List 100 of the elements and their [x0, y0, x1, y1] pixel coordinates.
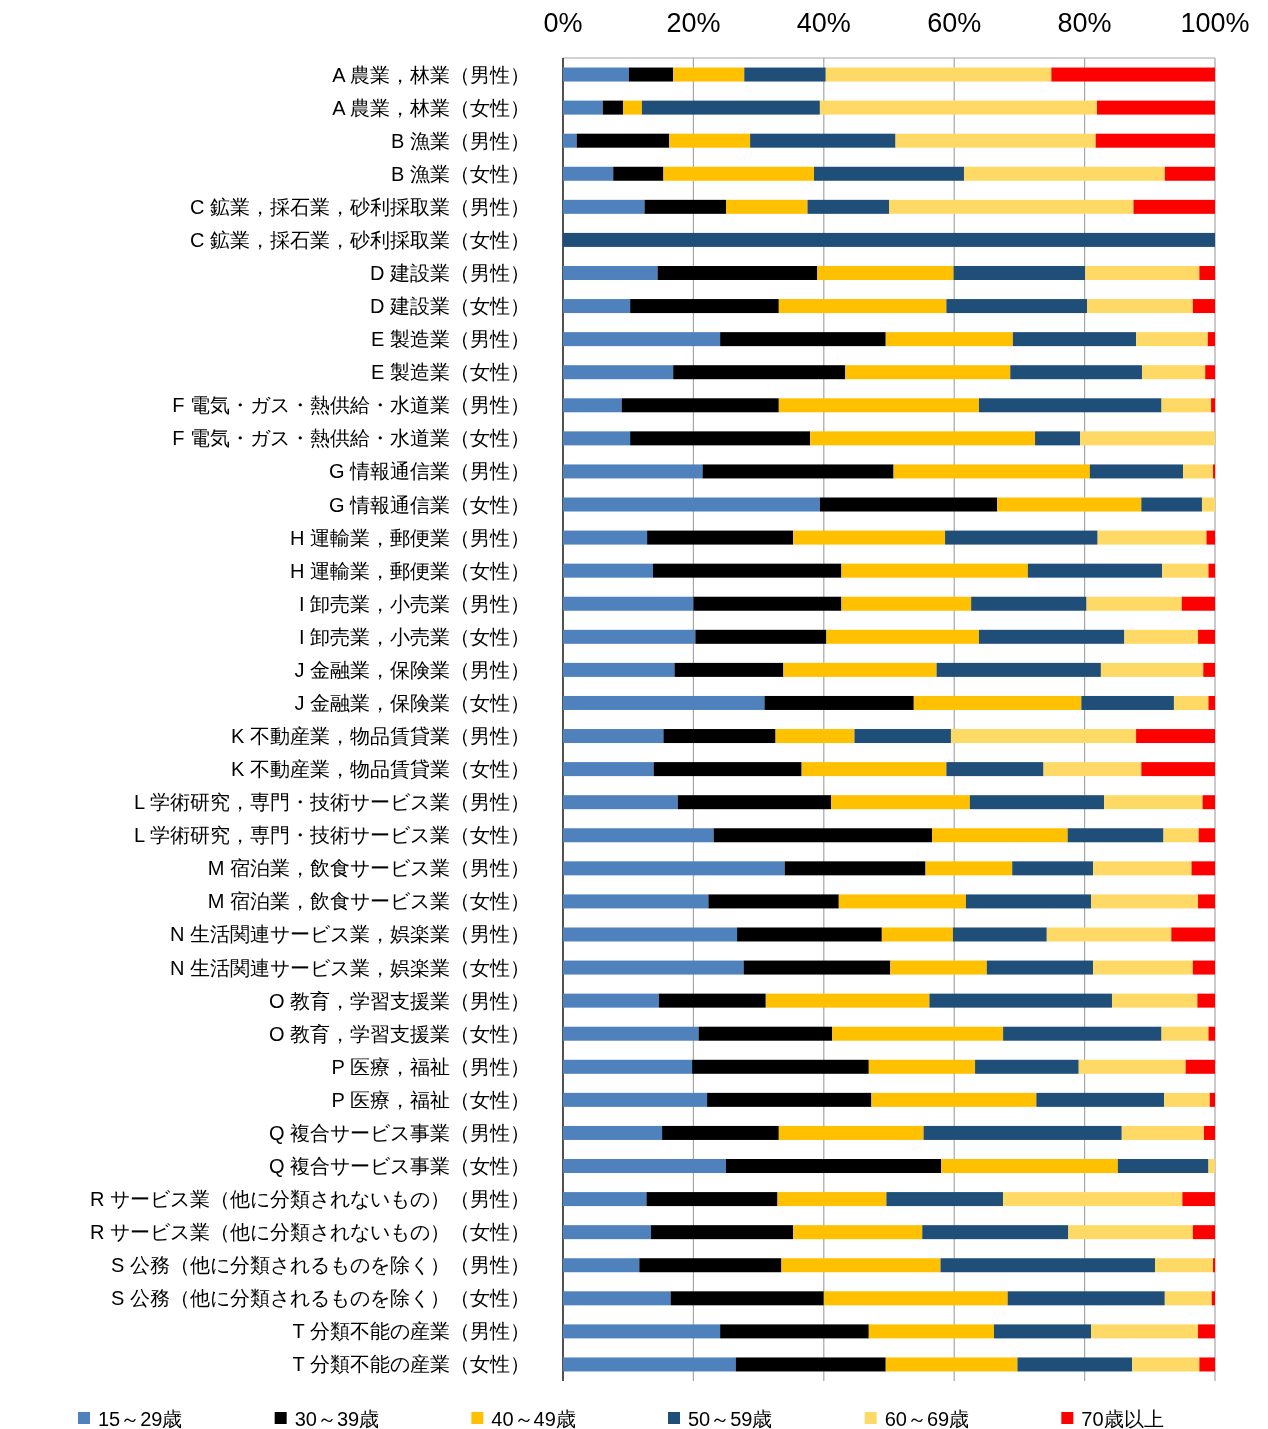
- bar: [783, 662, 937, 677]
- y-tick-label: L 学術研究，専門・技術サービス業（男性）: [134, 791, 530, 814]
- bar: [819, 100, 1097, 115]
- bar: [1043, 762, 1142, 777]
- bar: [953, 265, 1086, 280]
- bar: [563, 530, 648, 545]
- bar: [765, 993, 930, 1008]
- bar: [932, 828, 1068, 843]
- bar: [963, 166, 1165, 181]
- bar: [1162, 563, 1209, 578]
- bar: [563, 1026, 699, 1041]
- bar: [817, 265, 954, 280]
- y-tick-label: L 学術研究，専門・技術サービス業（女性）: [134, 824, 530, 847]
- y-tick-label: Q 複合サービス事業（男性）: [268, 1121, 530, 1144]
- y-tick-label: C 鉱業，採石業，砂利採取業（男性）: [190, 195, 530, 218]
- bar: [890, 960, 987, 975]
- bar: [613, 166, 664, 181]
- bar: [1201, 497, 1215, 512]
- bar: [1017, 1357, 1133, 1372]
- bar: [784, 861, 926, 876]
- bar: [720, 1324, 869, 1339]
- bar: [750, 133, 896, 148]
- bar: [841, 563, 1028, 578]
- bar: [1096, 100, 1215, 115]
- bar: [563, 1125, 663, 1140]
- bar: [1198, 629, 1215, 644]
- bar: [1068, 1225, 1193, 1240]
- y-tick-label: T 分類不能の産業（女性）: [292, 1353, 530, 1376]
- bar: [563, 199, 645, 214]
- bar: [674, 662, 784, 677]
- bar: [563, 993, 659, 1008]
- bar: [1080, 431, 1215, 446]
- bar: [641, 100, 820, 115]
- bar: [1027, 563, 1163, 578]
- bar: [1087, 299, 1193, 314]
- bar: [1136, 332, 1208, 347]
- bar: [653, 762, 802, 777]
- y-tick-label: J 金融業，保険業（男性）: [294, 658, 530, 681]
- bar: [621, 398, 779, 413]
- bar: [845, 365, 1011, 380]
- bar: [986, 960, 1094, 975]
- bar: [563, 1291, 671, 1306]
- bar: [1010, 365, 1142, 380]
- bar: [1191, 861, 1215, 876]
- bar: [1199, 265, 1215, 280]
- legend-label: 30～39歳: [294, 1408, 380, 1429]
- bar: [563, 265, 658, 280]
- bar: [1185, 1059, 1215, 1074]
- bar: [1132, 1357, 1200, 1372]
- bar: [1205, 365, 1215, 380]
- x-tick-label: 20%: [666, 8, 721, 38]
- y-tick-label: E 製造業（男性）: [371, 328, 530, 351]
- bar: [563, 1092, 708, 1107]
- bar: [563, 894, 709, 909]
- bar: [810, 431, 1036, 446]
- bar: [563, 497, 820, 512]
- bar: [713, 828, 933, 843]
- bar: [1133, 199, 1215, 214]
- bar: [832, 1026, 1004, 1041]
- bar: [1121, 1125, 1204, 1140]
- bar: [663, 729, 776, 744]
- bar: [1164, 1092, 1210, 1107]
- bar: [563, 166, 614, 181]
- bar: [1081, 695, 1174, 710]
- bar: [826, 629, 979, 644]
- bar: [895, 133, 1096, 148]
- bar: [793, 1225, 923, 1240]
- bar: [662, 1125, 779, 1140]
- y-tick-label: B 漁業（男性）: [391, 129, 530, 152]
- y-tick-label: M 宿泊業，飲食サービス業（女性）: [207, 890, 530, 913]
- bar: [698, 1026, 833, 1041]
- bar: [871, 1092, 1037, 1107]
- bar: [841, 596, 972, 611]
- bar: [1141, 365, 1206, 380]
- bar: [868, 1059, 976, 1074]
- bar: [1203, 1125, 1215, 1140]
- bar: [563, 232, 1215, 247]
- bar: [1208, 1159, 1215, 1174]
- bar: [563, 1059, 693, 1074]
- legend-label: 40～49歳: [491, 1408, 576, 1429]
- bar: [708, 894, 839, 909]
- bar: [1192, 1225, 1215, 1240]
- bar: [673, 67, 745, 82]
- bar: [1211, 1291, 1215, 1306]
- bar: [819, 497, 998, 512]
- bar: [777, 1192, 887, 1207]
- bar: [1198, 894, 1215, 909]
- legend-item: 50～59歳: [668, 1408, 773, 1429]
- bar: [978, 629, 1125, 644]
- bar: [1209, 1092, 1215, 1107]
- bar: [885, 332, 1013, 347]
- bar: [1181, 596, 1215, 611]
- bar: [646, 1192, 778, 1207]
- bar: [737, 927, 882, 942]
- bar: [940, 1258, 1156, 1273]
- y-tick-label: K 不動産業，物品賃貸業（女性）: [231, 758, 530, 781]
- bar: [1197, 993, 1215, 1008]
- x-tick-label: 100%: [1180, 8, 1250, 38]
- bar: [885, 1357, 1018, 1372]
- bar: [838, 894, 966, 909]
